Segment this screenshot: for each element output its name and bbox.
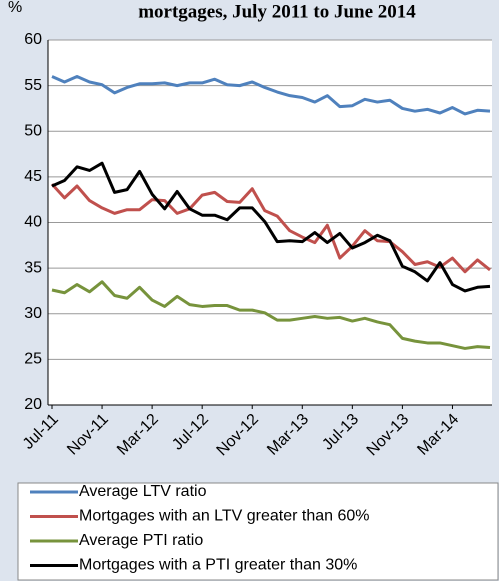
- y-tick-label: 45: [24, 168, 42, 185]
- x-tick-label: Nov-13: [364, 411, 413, 460]
- x-tick-label: Mar-13: [264, 411, 312, 459]
- series-line: [51, 161, 491, 293]
- legend-label: Mortgages with a PTI greater than 30%: [79, 557, 357, 574]
- x-tick-label: Mar-12: [114, 411, 162, 459]
- y-tick-label: 35: [24, 259, 42, 276]
- series-line: [51, 75, 491, 116]
- x-tick-label: Jul-12: [169, 411, 212, 454]
- x-tick-label: Mar-14: [414, 411, 462, 459]
- y-tick-label: 40: [24, 214, 42, 231]
- legend: [17, 482, 499, 581]
- x-tick-label: Jul-11: [20, 411, 62, 453]
- series-line: [50, 183, 491, 274]
- y-tick-label: 50: [24, 122, 42, 139]
- y-axis-label: %: [8, 0, 22, 16]
- y-tick-label: 20: [24, 396, 42, 413]
- x-tick-label: Jul-13: [319, 411, 362, 454]
- series-line: [51, 280, 491, 350]
- y-tick-label: 30: [24, 305, 42, 322]
- x-tick-label: Nov-11: [64, 411, 112, 459]
- legend-label: Average LTV ratio: [79, 483, 207, 500]
- x-tick-label: Nov-12: [214, 411, 263, 460]
- legend-label: Average PTI ratio: [79, 532, 203, 549]
- chart-title: mortgages, July 2011 to June 2014: [138, 1, 416, 22]
- y-tick-label: 25: [24, 351, 42, 368]
- legend-label: Mortgages with an LTV greater than 60%: [79, 508, 370, 525]
- y-tick-label: 55: [24, 77, 42, 94]
- y-tick-label: 60: [24, 31, 42, 48]
